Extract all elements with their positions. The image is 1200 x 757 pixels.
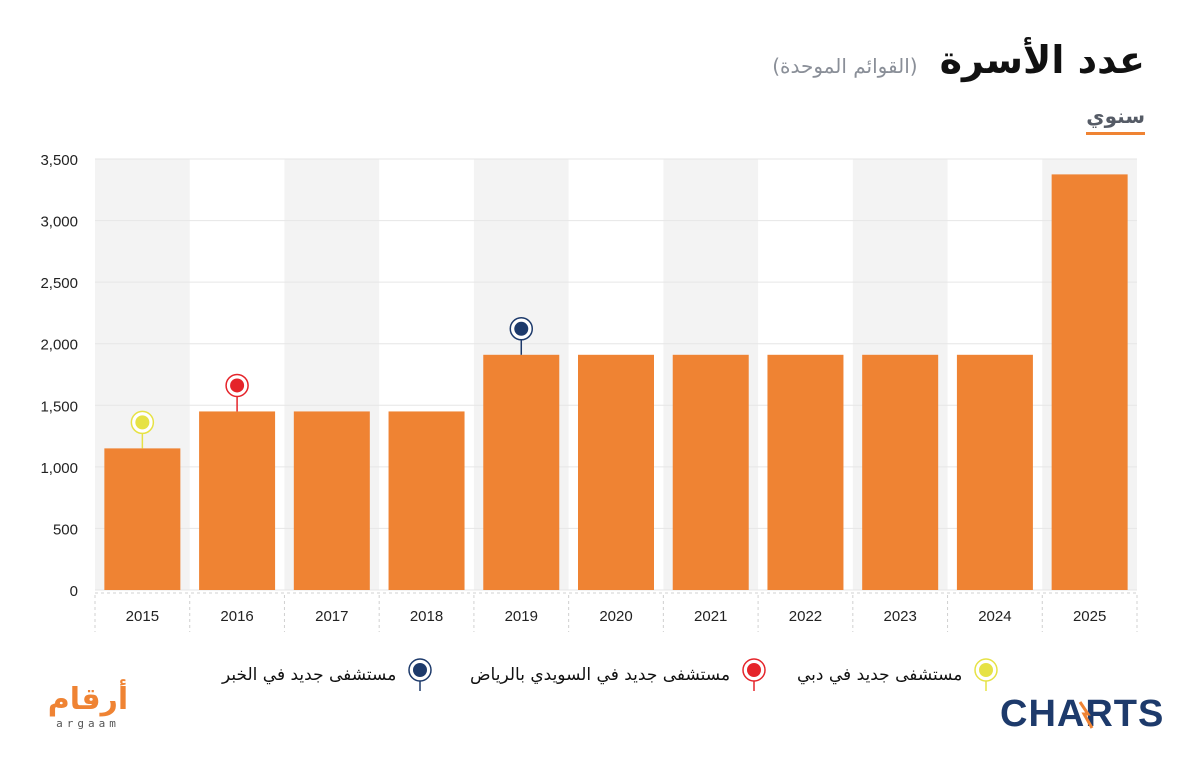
y-tick-label: 500	[53, 521, 78, 538]
legend-label: مستشفى جديد في الخبر	[222, 665, 397, 685]
y-tick-label: 3,500	[40, 152, 78, 169]
argaam-logo-latin: argaam	[56, 717, 120, 730]
bar-chart: 0 500 1,000 1,500 2,000 2,500 3,000 3,500 2015 20…	[40, 152, 1138, 632]
bar-2025	[1051, 174, 1128, 590]
bar-2018	[388, 411, 465, 590]
y-tick-label: 2,000	[40, 337, 78, 354]
argaam-logo: أرقام argaam	[36, 675, 146, 735]
x-tick-label: 2017	[315, 608, 348, 625]
bolt-icon	[1078, 701, 1094, 729]
x-tick-label: 2022	[789, 608, 822, 625]
red-pin-icon	[742, 658, 766, 691]
legend-item-khobar: مستشفى جديد في الخبر	[222, 657, 434, 693]
bar-2021	[672, 354, 749, 590]
x-tick-label: 2020	[599, 608, 632, 625]
chart-header: عدد الأسرة (القوائم الموحدة)	[772, 38, 1145, 82]
legend-label: مستشفى جديد في دبي	[797, 665, 963, 685]
x-tick-label: 2023	[883, 608, 916, 625]
x-tick-label: 2018	[410, 608, 443, 625]
charts-logo-mark: CHARTS	[1000, 693, 1164, 735]
page-title: عدد الأسرة	[939, 38, 1145, 82]
x-tick-label: 2025	[1073, 608, 1106, 625]
navy-pin-icon	[408, 658, 433, 691]
legend-item-suwaidi: مستشفى جديد في السويدي بالرياض	[470, 657, 768, 693]
bar-2020	[578, 354, 654, 590]
x-tick-label: 2024	[978, 608, 1011, 625]
yellow-pin-icon	[974, 658, 999, 691]
x-tick-label: 2021	[694, 608, 727, 625]
bar-2015	[104, 448, 181, 590]
bar-2022	[767, 354, 844, 590]
yellow-annotation-marker	[135, 415, 150, 430]
argaam-logo-arabic: أرقام	[48, 679, 128, 717]
y-tick-label: 1,500	[40, 398, 78, 415]
y-tick-label: 0	[70, 583, 78, 600]
argaam-logo-mark: أرقام argaam	[48, 679, 128, 730]
bar-2016	[199, 411, 276, 590]
page-subtitle: (القوائم الموحدة)	[772, 54, 918, 78]
y-tick-label: 2,500	[40, 275, 78, 292]
charts-logo: CHARTS	[1000, 688, 1170, 738]
x-tick-label: 2019	[505, 608, 538, 625]
legend-label: مستشفى جديد في السويدي بالرياض	[470, 665, 731, 685]
red-annotation-marker	[230, 378, 245, 393]
bar-2019	[483, 354, 560, 590]
tab-annual[interactable]: سنوي	[1086, 104, 1145, 135]
bar-2024	[956, 354, 1033, 590]
bar-2023	[862, 354, 939, 590]
legend: مستشفى جديد في الخبر مستشفى جديد في السو…	[0, 657, 1200, 691]
y-tick-label: 1,000	[40, 460, 78, 477]
navy-annotation-marker	[514, 321, 529, 336]
x-tick-label: 2015	[126, 608, 159, 625]
y-tick-label: 3,000	[40, 214, 78, 231]
charts-logo-text: CHARTS	[1000, 693, 1164, 735]
bar-2017	[293, 411, 370, 590]
legend-item-dubai: مستشفى جديد في دبي	[797, 657, 1000, 693]
x-tick-label: 2016	[220, 608, 253, 625]
